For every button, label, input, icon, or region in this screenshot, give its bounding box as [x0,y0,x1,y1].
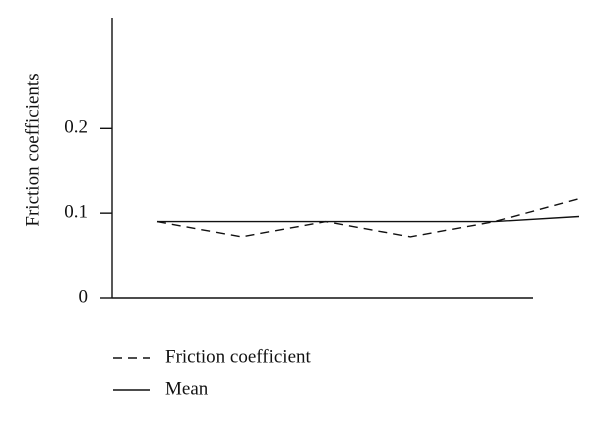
y-axis-label: Friction coefficients [22,73,43,226]
series-line [156,198,580,238]
legend-label: Mean [165,378,209,399]
y-tick-label: 0.2 [64,117,88,138]
y-tick-label: 0 [79,286,89,307]
legend-label: Friction coefficient [165,346,312,367]
y-tick-label: 0.1 [64,202,88,223]
series-line [157,215,580,223]
